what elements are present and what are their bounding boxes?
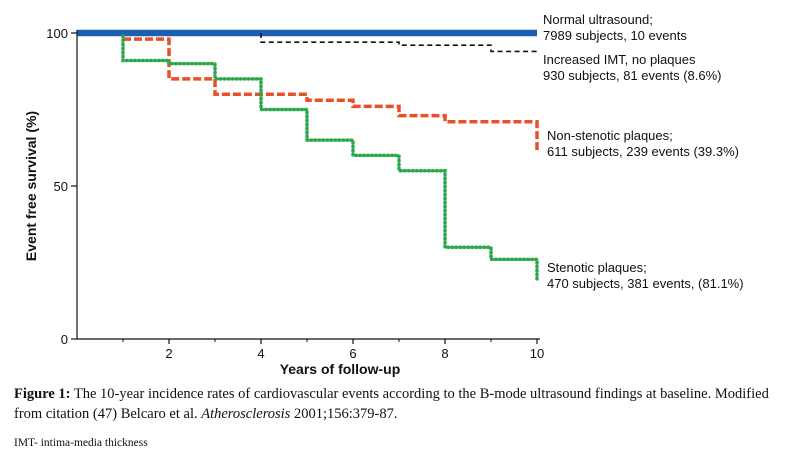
x-tick-label-6: 6 [349, 346, 356, 361]
x-axis-title: Years of follow-up [280, 361, 401, 377]
y-tick-label-100: 100 [46, 26, 68, 41]
series-nonstenotic-label-line-1: Non-stenotic plaques; [547, 128, 673, 143]
x-tick-label-8: 8 [441, 346, 448, 361]
y-tick-label-0: 0 [61, 332, 68, 347]
series-imt-label-line-2: 930 subjects, 81 events (8.6%) [543, 68, 722, 83]
caption-journal: Atherosclerosis [201, 406, 291, 422]
footnote: IMT- intima-media thickness [14, 437, 148, 449]
x-tick-label-2: 2 [165, 346, 172, 361]
x-tick-label-10: 10 [530, 346, 544, 361]
series-normal-label-line-1: Normal ultrasound; [543, 12, 653, 27]
series-nonstenotic-line [123, 37, 539, 153]
y-axis-title: Event free survival (%) [23, 111, 39, 261]
series-normal-label-line-2: 7989 subjects, 10 events [543, 28, 687, 43]
x-tick-label-4: 4 [257, 346, 264, 361]
series-imt-line [260, 33, 537, 53]
caption-text-b: 2001;156:379-87. [290, 406, 398, 422]
figure-label: Figure 1: [14, 386, 71, 402]
series-imt-label-line-1: Increased IMT, no plaques [543, 52, 696, 67]
series-nonstenotic-label-line-2: 611 subjects, 239 events (39.3%) [547, 144, 739, 159]
figure-caption: Figure 1: The 10-year incidence rates of… [14, 384, 794, 424]
y-tick-label-50: 50 [54, 179, 68, 194]
series-stenotic-label-line-1: Stenotic plaques; [547, 260, 647, 275]
series-stenotic-label-line-2: 470 subjects, 381 events, (81.1%) [547, 276, 744, 291]
series-layer [77, 29, 539, 283]
axes-layer [76, 30, 540, 340]
caption-text-a: The 10-year incidence rates of cardiovas… [14, 386, 769, 422]
series-stenotic-line [121, 34, 539, 283]
labels-layer: Normal ultrasound;7989 subjects, 10 even… [543, 12, 744, 291]
